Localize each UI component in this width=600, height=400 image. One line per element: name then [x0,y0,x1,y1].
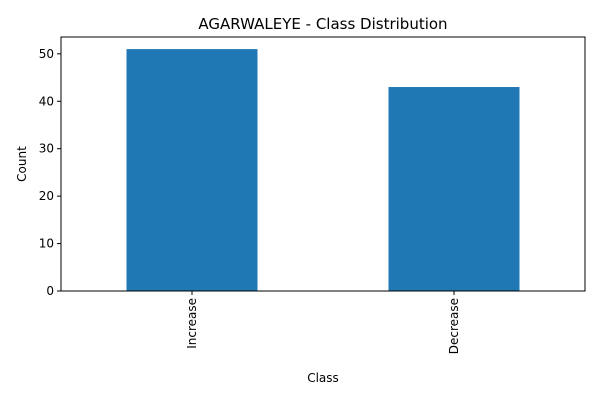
y-tick-label-20: 20 [39,189,54,203]
bar-decrease [388,87,520,292]
plot-frame [60,36,586,292]
x-axis-label: Class [307,371,339,385]
bars-layer [126,49,520,292]
x-tick-label-increase: Increase [185,298,199,349]
x-axis: Increase Decrease [185,291,461,354]
x-tick-label-decrease: Decrease [447,298,461,354]
y-axis: 0 10 20 30 40 50 [39,47,61,298]
bar-increase [126,49,258,291]
y-tick-label-10: 10 [39,237,54,251]
chart-title: AGARWALEYE - Class Distribution [198,15,447,33]
y-tick-label-50: 50 [39,47,54,61]
y-axis-label: Count [15,146,29,182]
y-tick-label-0: 0 [46,284,54,298]
y-tick-label-30: 30 [39,142,54,156]
y-tick-label-40: 40 [39,94,54,108]
